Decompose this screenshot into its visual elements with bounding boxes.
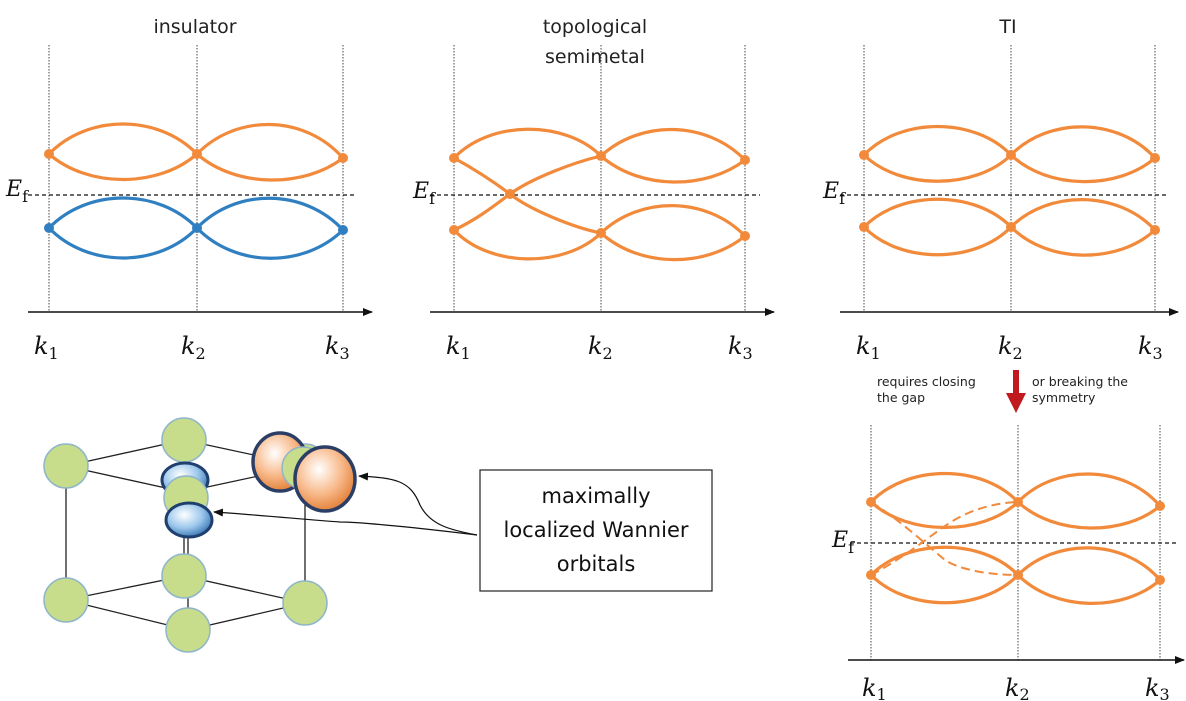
band-node bbox=[1155, 501, 1165, 511]
arrow-to-orange-orbital bbox=[358, 472, 478, 536]
red-down-arrow-icon bbox=[1006, 370, 1026, 413]
semimetal-title-line2: semimetal bbox=[545, 46, 645, 68]
band-node bbox=[740, 155, 750, 165]
band-node bbox=[866, 497, 876, 507]
fermi-level-label: Ef bbox=[822, 179, 846, 208]
band-node bbox=[449, 153, 459, 163]
crossing-band-up bbox=[453, 127, 747, 232]
band-node bbox=[44, 223, 54, 233]
lattice-atom bbox=[43, 443, 89, 489]
wannier-label-line1: maximally bbox=[541, 484, 650, 508]
note-breaking-symmetry-line2: symmetry bbox=[1032, 390, 1096, 405]
ti-title: TI bbox=[998, 16, 1016, 38]
band-node bbox=[449, 225, 459, 235]
k1-label: k1 bbox=[856, 332, 881, 363]
note-breaking-symmetry-line1: or breaking the bbox=[1032, 374, 1128, 389]
crossing-band-down bbox=[453, 156, 747, 262]
dashed-gap-closing-band bbox=[870, 501, 1019, 576]
blue-wannier-orbital bbox=[160, 461, 214, 539]
orange-wannier-orbital bbox=[251, 431, 357, 513]
band-node bbox=[1013, 570, 1023, 580]
band-node bbox=[859, 222, 869, 232]
band-node bbox=[1006, 150, 1016, 160]
band-node bbox=[1013, 497, 1023, 507]
band-node bbox=[338, 153, 348, 163]
insulator-title: insulator bbox=[153, 16, 236, 38]
fermi-level-label: Ef bbox=[5, 177, 29, 206]
band-node bbox=[866, 570, 876, 580]
wannier-label-box: maximally localized Wannier orbitals bbox=[479, 469, 713, 592]
k2-label: k2 bbox=[588, 332, 613, 363]
ti-panel: TI Ef k1 k2 k3 bbox=[822, 16, 1179, 363]
k1-label: k1 bbox=[446, 332, 471, 363]
insulator-panel: insulator Ef k1 k2 k3 bbox=[5, 16, 373, 363]
band-node bbox=[1155, 575, 1165, 585]
crystal-lattice bbox=[43, 417, 357, 653]
k1-label: k1 bbox=[34, 332, 59, 363]
lattice-atom bbox=[161, 417, 207, 463]
note-closing-gap-line1: requires closing bbox=[877, 374, 976, 389]
wannier-label-line3: orbitals bbox=[557, 552, 636, 576]
semimetal-title-line1: topological bbox=[543, 16, 647, 38]
lattice-atom bbox=[43, 577, 89, 623]
k3-label: k3 bbox=[1145, 674, 1170, 701]
fermi-level-label: Ef bbox=[831, 528, 855, 557]
k2-label: k2 bbox=[998, 332, 1023, 363]
k1-label: k1 bbox=[862, 674, 887, 701]
band-node bbox=[1150, 153, 1160, 163]
band-node bbox=[596, 228, 606, 238]
k3-label: k3 bbox=[728, 332, 753, 363]
fermi-level-label: Ef bbox=[412, 179, 436, 208]
k3-label: k3 bbox=[1138, 332, 1163, 363]
k3-label: k3 bbox=[325, 332, 350, 363]
dirac-node bbox=[505, 189, 515, 199]
k2-label: k2 bbox=[181, 332, 206, 363]
semimetal-panel: topological semimetal Ef k1 k2 k3 bbox=[412, 16, 775, 363]
band-node bbox=[859, 150, 869, 160]
note-closing-gap-line2: the gap bbox=[877, 390, 925, 405]
arrow-to-blue-orbital bbox=[213, 508, 478, 536]
band-node bbox=[596, 151, 606, 161]
band-node bbox=[44, 149, 54, 159]
band-node bbox=[192, 223, 202, 233]
transition: requires closing the gap or breaking the… bbox=[877, 370, 1128, 413]
wannier-label-line2: localized Wannier bbox=[503, 518, 688, 542]
lattice-atom bbox=[165, 607, 211, 653]
band-node bbox=[740, 231, 750, 241]
band-node bbox=[338, 225, 348, 235]
broken-symmetry-panel: Ef k1 k2 k3 bbox=[831, 425, 1185, 701]
band-node bbox=[1006, 222, 1016, 232]
band-node bbox=[192, 149, 202, 159]
dashed-gap-closing-band bbox=[870, 501, 1019, 576]
lattice-atom bbox=[282, 580, 328, 626]
band-node bbox=[1150, 225, 1160, 235]
k2-label: k2 bbox=[1005, 674, 1030, 701]
lattice-atom bbox=[161, 553, 207, 599]
pointer-arrows bbox=[213, 472, 478, 536]
